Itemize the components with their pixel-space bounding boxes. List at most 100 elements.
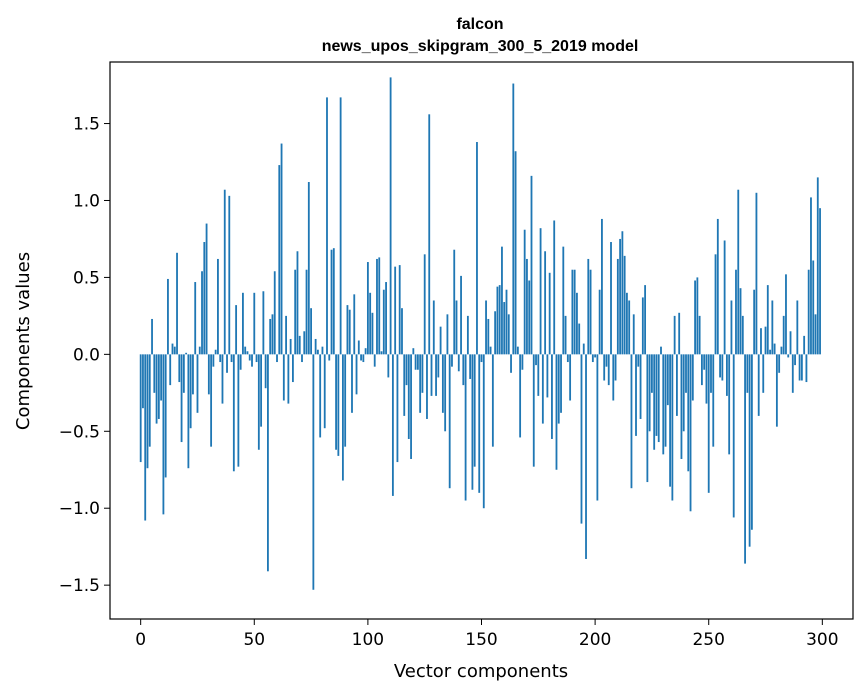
- bar-9: [160, 354, 163, 401]
- bar-39: [228, 195, 231, 355]
- y-tick-label: −1.0: [59, 499, 100, 519]
- bars-group: [139, 77, 821, 590]
- bar-220: [639, 354, 642, 419]
- x-axis-ticks: 0 50 100 150 200 250 300: [135, 619, 839, 650]
- bar-101: [369, 292, 372, 355]
- bar-136: [448, 354, 451, 489]
- bar-18: [180, 354, 183, 443]
- bar-259: [728, 354, 731, 455]
- bar-168: [521, 354, 524, 370]
- bar-203: [601, 218, 603, 355]
- bar-197: [587, 258, 590, 355]
- bar-62: [280, 143, 283, 355]
- bar-235: [673, 315, 676, 355]
- bar-216: [630, 354, 633, 489]
- bar-182: [553, 220, 556, 355]
- bar-128: [430, 354, 433, 396]
- bar-67: [292, 354, 294, 383]
- bar-20: [185, 352, 188, 355]
- bar-3: [146, 354, 149, 469]
- bar-79: [319, 354, 322, 438]
- bar-231: [664, 354, 667, 447]
- bar-81: [323, 354, 326, 429]
- bar-293: [805, 354, 808, 383]
- bar-68: [294, 269, 297, 355]
- bar-5: [151, 318, 153, 355]
- bar-69: [296, 251, 299, 355]
- bar-251: [710, 354, 712, 393]
- bar-37: [223, 189, 226, 355]
- bar-156: [494, 311, 497, 355]
- y-tick-label: −1.5: [59, 576, 100, 596]
- bar-213: [623, 255, 626, 355]
- bar-38: [226, 354, 228, 373]
- bar-169: [523, 229, 526, 355]
- bar-202: [598, 289, 601, 355]
- bar-75: [310, 308, 312, 355]
- y-axis-label: Components values: [13, 252, 34, 430]
- bar-23: [192, 354, 194, 395]
- bar-70: [298, 335, 301, 355]
- bar-123: [419, 354, 422, 413]
- bar-245: [696, 277, 699, 355]
- bar-255: [719, 354, 721, 378]
- y-tick-label: 1.5: [73, 115, 100, 135]
- bar-204: [603, 354, 606, 381]
- bar-11: [164, 354, 167, 478]
- bar-6: [153, 354, 156, 393]
- bar-262: [735, 269, 737, 355]
- bar-163: [510, 354, 512, 373]
- bar-91: [346, 305, 349, 355]
- bar-219: [637, 354, 640, 367]
- bar-118: [407, 354, 410, 439]
- bar-200: [594, 354, 597, 358]
- bar-252: [712, 354, 715, 447]
- bar-194: [580, 354, 583, 524]
- bar-153: [487, 318, 490, 355]
- bar-78: [316, 349, 319, 355]
- bar-273: [760, 328, 762, 355]
- bar-122: [416, 354, 419, 370]
- bar-215: [628, 300, 631, 355]
- bar-230: [662, 354, 665, 455]
- bar-284: [785, 274, 787, 355]
- bar-103: [373, 354, 376, 367]
- bar-276: [766, 285, 769, 355]
- bar-56: [267, 354, 269, 572]
- bar-165: [514, 151, 517, 355]
- bar-134: [444, 354, 447, 432]
- bar-189: [569, 354, 572, 401]
- bar-58: [271, 314, 274, 355]
- bar-46: [244, 346, 247, 355]
- bar-106: [380, 351, 383, 355]
- bar-283: [782, 315, 785, 355]
- bar-1: [142, 354, 144, 409]
- bar-64: [285, 315, 287, 355]
- bar-142: [462, 354, 465, 386]
- bar-176: [539, 228, 542, 355]
- bar-218: [635, 354, 637, 436]
- bar-52: [257, 354, 260, 450]
- bar-144: [466, 315, 469, 355]
- y-tick-label: 0.0: [73, 345, 100, 365]
- bar-248: [703, 354, 706, 370]
- bar-223: [646, 354, 649, 483]
- bar-7: [155, 354, 158, 424]
- bar-28: [203, 242, 206, 355]
- bar-126: [426, 354, 428, 419]
- bar-26: [198, 346, 201, 355]
- bar-146: [471, 354, 474, 490]
- bar-264: [739, 288, 742, 355]
- bar-133: [441, 354, 444, 413]
- bar-29: [205, 223, 208, 355]
- bar-253: [714, 254, 717, 355]
- bar-186: [562, 246, 565, 355]
- bar-32: [212, 354, 215, 367]
- bar-98: [362, 354, 365, 363]
- bar-90: [344, 354, 347, 447]
- bar-43: [237, 354, 240, 467]
- bar-76: [312, 354, 315, 590]
- bar-222: [644, 285, 647, 355]
- x-tick-label: 150: [465, 630, 497, 650]
- bar-61: [278, 165, 281, 355]
